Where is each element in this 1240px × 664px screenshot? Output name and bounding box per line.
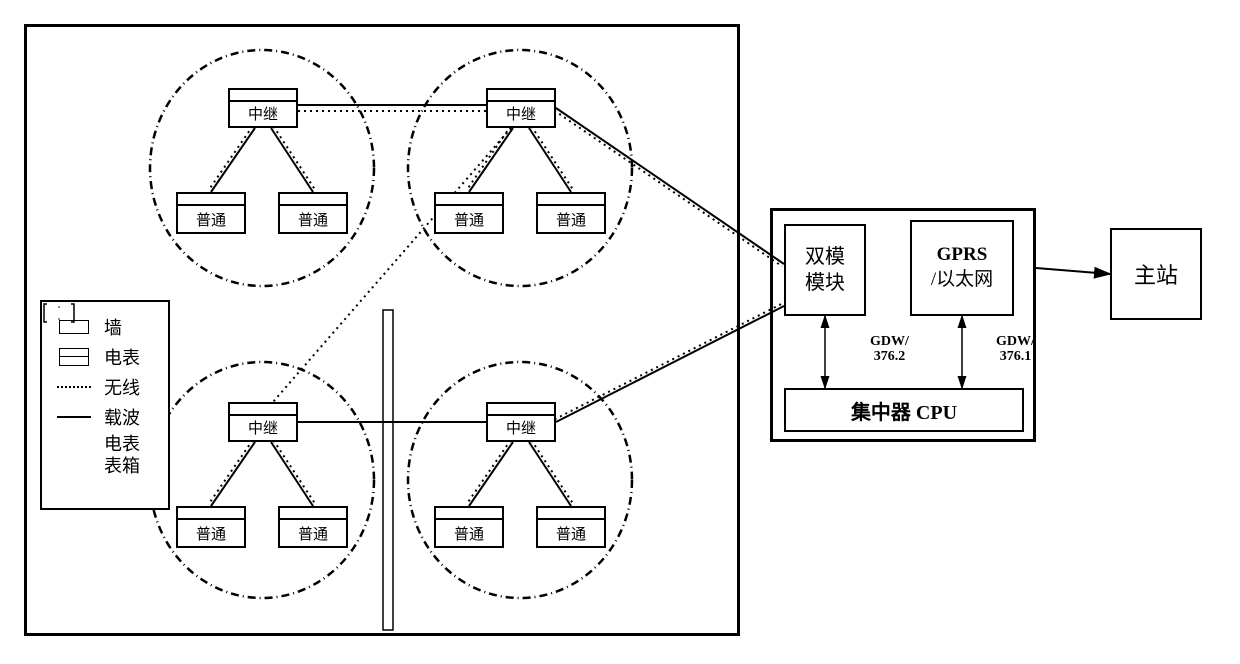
relay-tr: 中继 bbox=[486, 88, 556, 128]
normal-bl1: 普通 bbox=[176, 506, 246, 548]
legend-row-meter: 电表 bbox=[54, 344, 156, 370]
normal-tr1-label: 普通 bbox=[436, 209, 502, 230]
gdw1-line1: GDW/ bbox=[870, 334, 909, 349]
legend-box: 墙 电表 无线 载波 电表 表箱 bbox=[40, 300, 170, 510]
normal-tr2-label: 普通 bbox=[538, 209, 604, 230]
normal-br2-label: 普通 bbox=[538, 523, 604, 544]
legend-wireless-label: 无线 bbox=[104, 374, 140, 400]
gdw1-line2: 376.2 bbox=[870, 349, 909, 364]
normal-bl1-label: 普通 bbox=[178, 523, 244, 544]
normal-br2: 普通 bbox=[536, 506, 606, 548]
gdw-376-1-label: GDW/ 376.1 bbox=[996, 334, 1035, 365]
legend-meterbox-label2: 表箱 bbox=[104, 456, 140, 478]
legend-row-meterbox: 电表 表箱 bbox=[54, 434, 156, 477]
diagram-canvas: 双模 模块 GPRS /以太网 集中器 CPU 主站 GDW/ 376.2 GD… bbox=[10, 10, 1230, 654]
wireless-icon bbox=[57, 386, 91, 388]
relay-bl-label: 中继 bbox=[230, 417, 296, 438]
normal-tr1: 普通 bbox=[434, 192, 504, 234]
relay-tl: 中继 bbox=[228, 88, 298, 128]
normal-tl1: 普通 bbox=[176, 192, 246, 234]
normal-tl2: 普通 bbox=[278, 192, 348, 234]
normal-tl1-label: 普通 bbox=[178, 209, 244, 230]
normal-tr2: 普通 bbox=[536, 192, 606, 234]
gprs-line2: /以太网 bbox=[931, 268, 993, 293]
concentrator-cpu-box: 集中器 CPU bbox=[784, 388, 1024, 432]
gprs-line1: GPRS bbox=[937, 243, 988, 268]
legend-row-wireless: 无线 bbox=[54, 374, 156, 400]
legend-wall-label: 墙 bbox=[104, 314, 122, 340]
master-station-box: 主站 bbox=[1110, 228, 1202, 320]
relay-br-label: 中继 bbox=[488, 417, 554, 438]
gdw2-line2: 376.1 bbox=[996, 349, 1035, 364]
master-label: 主站 bbox=[1134, 258, 1178, 290]
normal-br1-label: 普通 bbox=[436, 523, 502, 544]
normal-bl2: 普通 bbox=[278, 506, 348, 548]
relay-bl: 中继 bbox=[228, 402, 298, 442]
legend-meter-label: 电表 bbox=[104, 344, 140, 370]
dual-module-box: 双模 模块 bbox=[784, 224, 866, 316]
gdw-376-2-label: GDW/ 376.2 bbox=[870, 334, 909, 365]
normal-tl2-label: 普通 bbox=[280, 209, 346, 230]
gprs-ethernet-box: GPRS /以太网 bbox=[910, 220, 1014, 316]
meterbox-icon bbox=[42, 302, 76, 324]
relay-br: 中继 bbox=[486, 402, 556, 442]
cpu-label: 集中器 CPU bbox=[851, 396, 957, 425]
legend-row-carrier: 载波 bbox=[54, 404, 156, 430]
dual-module-line2: 模块 bbox=[805, 270, 845, 296]
legend-carrier-label: 载波 bbox=[104, 404, 140, 430]
relay-tl-label: 中继 bbox=[230, 103, 296, 124]
carrier-icon bbox=[57, 416, 91, 418]
meter-icon bbox=[59, 348, 89, 366]
gdw2-line1: GDW/ bbox=[996, 334, 1035, 349]
normal-br1: 普通 bbox=[434, 506, 504, 548]
relay-tr-label: 中继 bbox=[488, 103, 554, 124]
dual-module-line1: 双模 bbox=[805, 244, 845, 270]
normal-bl2-label: 普通 bbox=[280, 523, 346, 544]
legend-meterbox-label1: 电表 bbox=[104, 434, 140, 456]
